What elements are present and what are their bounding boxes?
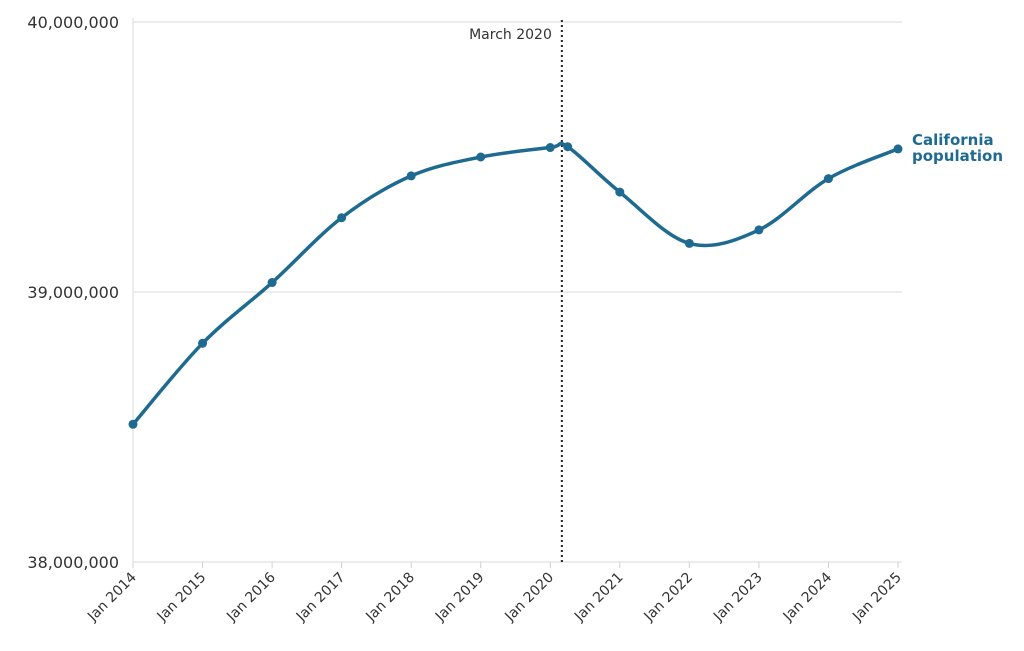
data-point	[893, 144, 903, 154]
data-point	[267, 278, 277, 288]
series-layer	[128, 141, 903, 429]
x-tick-label: Jan 2024	[780, 569, 836, 625]
x-tick-label: Jan 2021	[571, 570, 627, 626]
x-tick-label: Jan 2020	[501, 570, 557, 626]
x-tick-label: Jan 2017	[293, 570, 349, 626]
series-label: California population	[912, 131, 1003, 165]
data-point	[128, 419, 138, 429]
y-tick-label: 40,000,000	[27, 13, 119, 32]
x-tick-label: Jan 2014	[84, 569, 140, 625]
label-layer: California population	[912, 131, 1003, 165]
y-tick-label: 39,000,000	[27, 283, 119, 302]
x-tick-label: Jan 2022	[641, 570, 697, 626]
data-point	[198, 338, 208, 348]
x-tick-label: Jan 2018	[362, 570, 418, 626]
march-2020-label: March 2020	[469, 27, 552, 43]
california-population-line	[131, 141, 900, 427]
series-label-line: population	[912, 147, 1003, 165]
data-point	[545, 143, 555, 153]
data-point	[563, 142, 573, 152]
series-label-line: California	[912, 131, 994, 149]
x-tick-label: Jan 2023	[710, 570, 766, 626]
data-point	[754, 225, 764, 235]
grid-layer	[133, 21, 902, 563]
data-point	[406, 171, 416, 181]
data-point	[337, 213, 347, 223]
x-tick-label: Jan 2025	[849, 570, 905, 626]
x-tick-label: Jan 2016	[223, 569, 279, 625]
x-tick-label: Jan 2019	[432, 570, 488, 626]
data-point	[476, 152, 486, 162]
x-tick-label: Jan 2015	[154, 570, 210, 626]
annotation-layer: March 2020	[469, 20, 563, 562]
data-point	[823, 174, 833, 184]
data-point	[615, 187, 625, 197]
y-tick-label: 38,000,000	[27, 553, 119, 572]
data-point	[684, 238, 694, 248]
